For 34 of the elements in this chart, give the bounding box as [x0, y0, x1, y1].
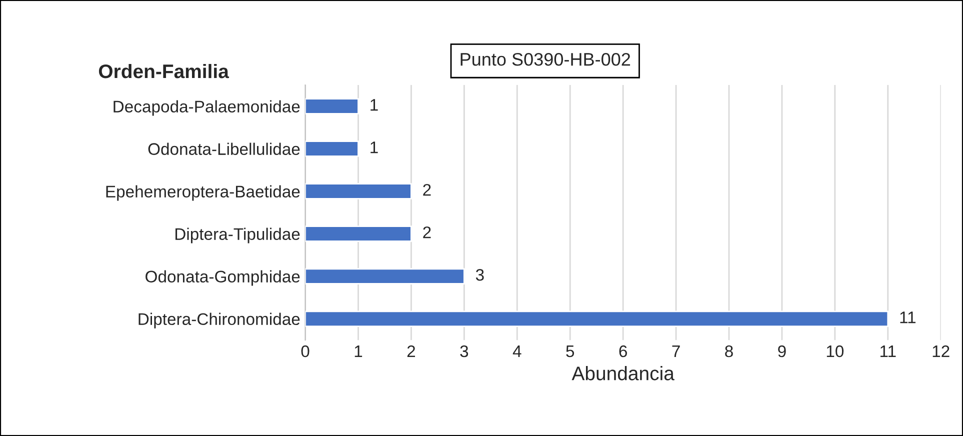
y-tick-label: Odonata-Gomphidae [146, 270, 300, 286]
y-axis-title: Orden-Familia [98, 64, 230, 78]
x-tick-label: 3 [460, 345, 468, 358]
data-label: 2 [423, 226, 431, 238]
bar [305, 183, 412, 200]
data-label: 2 [423, 184, 431, 196]
x-tick-label: 11 [880, 346, 896, 358]
x-tick-label: 6 [619, 345, 627, 358]
y-tick-label: Diptera-Chironomidae [138, 312, 300, 328]
bar [305, 310, 889, 327]
data-label: 1 [370, 99, 378, 111]
x-tick-label: 4 [512, 346, 522, 358]
x-tick-label: 5 [566, 346, 574, 358]
x-tick-label: 10 [826, 345, 844, 358]
y-tick-label: Epehemeroptera-Baetidae [106, 185, 300, 201]
x-axis-title: Abundancia [572, 366, 674, 380]
data-label: 11 [900, 312, 916, 324]
x-tick-label: 9 [778, 345, 786, 358]
data-label: 1 [370, 142, 378, 154]
y-tick-label: Decapoda-Palaemonidae [114, 100, 300, 116]
y-tick-label: Diptera-Tipulidae [176, 228, 300, 244]
x-tick-label: 0 [301, 345, 310, 358]
x-tick-label: 12 [932, 345, 950, 358]
bar [305, 268, 465, 284]
data-label: 3 [476, 268, 484, 281]
x-tick-label: 1 [354, 346, 362, 358]
x-tick-label: 2 [407, 345, 415, 358]
x-tick-label: 7 [672, 346, 680, 358]
bar [305, 98, 359, 114]
y-tick-label: Odonata-Libellulidae [148, 142, 300, 155]
bar [305, 140, 359, 157]
chart-title: Punto S0390-HB-002 [460, 52, 630, 66]
x-tick-label: 8 [725, 345, 733, 358]
bar [305, 226, 412, 242]
